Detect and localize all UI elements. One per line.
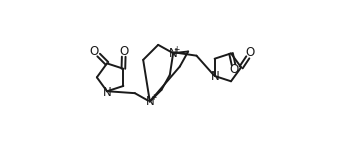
Text: N: N — [145, 95, 154, 108]
Text: N: N — [169, 47, 177, 60]
Text: O: O — [246, 46, 255, 59]
Text: +: + — [150, 93, 157, 102]
Text: +: + — [174, 45, 180, 54]
Text: O: O — [119, 45, 128, 58]
Text: O: O — [89, 45, 99, 58]
Text: N: N — [211, 70, 220, 83]
Text: N: N — [103, 86, 111, 99]
Text: O: O — [229, 63, 239, 76]
